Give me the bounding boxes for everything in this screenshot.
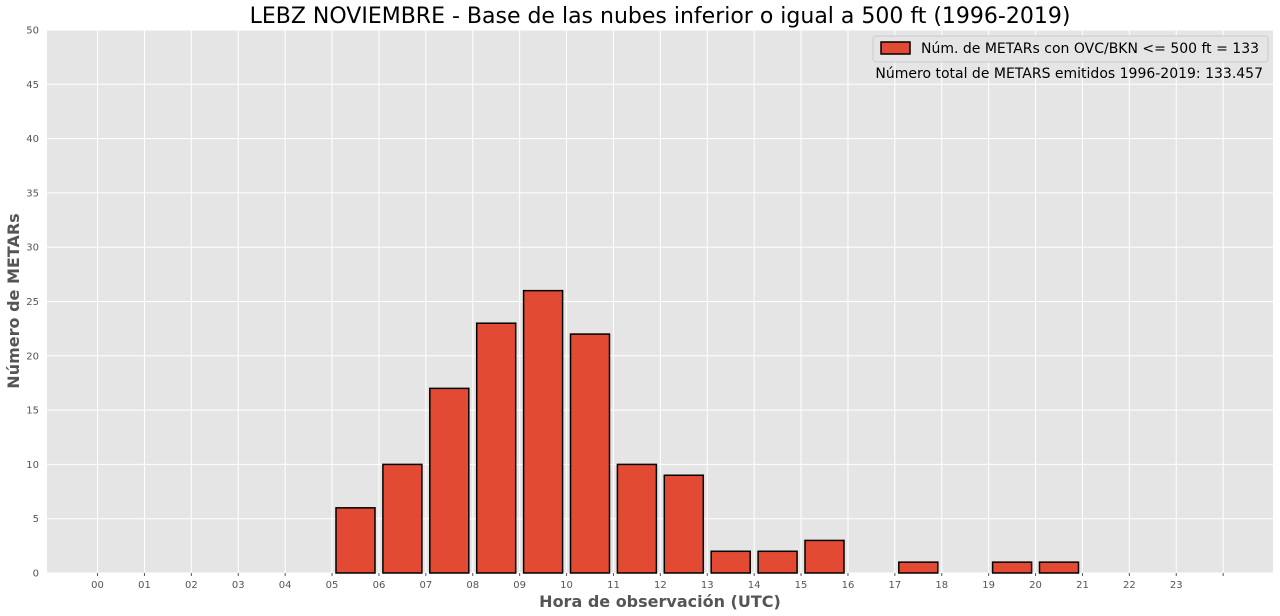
y-tick-label: 15 (26, 406, 39, 417)
y-axis-label: Número de METARs (4, 213, 23, 388)
x-tick-label: 10 (560, 580, 573, 591)
bar-09 (522, 289, 564, 574)
y-tick-label: 5 (33, 514, 39, 525)
x-tick-label: 04 (279, 580, 292, 591)
y-tick-label: 30 (26, 243, 39, 254)
y-tick-label: 20 (26, 351, 39, 362)
x-tick-label: 02 (185, 580, 198, 591)
y-tick-label: 10 (26, 460, 39, 471)
bar-15 (804, 539, 845, 574)
y-tick-label: 35 (26, 188, 39, 199)
chart-title: LEBZ NOVIEMBRE - Base de las nubes infer… (250, 4, 1071, 29)
x-tick-label: 17 (888, 580, 901, 591)
bar-08 (475, 322, 517, 574)
x-tick-label: 13 (701, 580, 714, 591)
legend-entry: Núm. de METARs con OVC/BKN <= 500 ft = 1… (921, 41, 1259, 57)
bar-19 (991, 561, 1033, 574)
bar-14 (757, 550, 798, 574)
y-tick-label: 40 (26, 134, 39, 145)
x-tick-label: 16 (842, 580, 855, 591)
x-tick-label: 11 (607, 580, 620, 591)
bar-07 (429, 387, 470, 574)
bar-20 (1038, 561, 1080, 574)
y-axis-ticks: 0 5 10 15 20 25 30 35 40 45 50 (26, 26, 39, 580)
legend-box (872, 35, 1269, 63)
x-tick-label: 03 (232, 580, 245, 591)
x-tick-label: 15 (795, 580, 808, 591)
bar-12 (663, 474, 705, 574)
x-axis-label: Hora de observación (UTC) (539, 592, 781, 611)
y-tick-label: 0 (33, 569, 39, 580)
bar-06 (382, 463, 423, 574)
legend-swatch (880, 41, 911, 55)
x-tick-label: 01 (138, 580, 151, 591)
x-tick-label: 22 (1123, 580, 1136, 591)
bar-05 (335, 507, 376, 574)
legend: Núm. de METARs con OVC/BKN <= 500 ft = 1… (872, 35, 1269, 63)
x-tick-label: 07 (419, 580, 432, 591)
x-tick-label: 12 (654, 580, 667, 591)
bar-13 (710, 550, 751, 574)
x-tick-label: 08 (466, 580, 479, 591)
x-axis-ticks: 00 01 02 03 04 05 06 07 08 09 10 11 12 13 14 15 16 17 18 19… (91, 580, 1182, 591)
bar-10 (569, 333, 611, 574)
x-tick-label: 20 (1029, 580, 1042, 591)
y-tick-label: 45 (26, 80, 39, 91)
x-tick-label: 09 (513, 580, 526, 591)
x-tick-label: 19 (982, 580, 995, 591)
x-tick-label: 21 (1076, 580, 1089, 591)
bars (335, 289, 1080, 574)
x-tick-label: 18 (935, 580, 948, 591)
x-tick-label: 00 (91, 580, 104, 591)
x-tick-label: 06 (373, 580, 386, 591)
total-metars-annotation: Número total de METARS emitidos 1996-201… (875, 66, 1263, 82)
y-tick-label: 50 (26, 26, 39, 37)
x-tick-label: 14 (748, 580, 761, 591)
bar-17 (898, 561, 939, 574)
grid (47, 29, 1273, 576)
y-tick-label: 25 (26, 297, 39, 308)
bar-11 (616, 463, 658, 574)
x-tick-label: 23 (1170, 580, 1183, 591)
x-tick-label: 05 (326, 580, 339, 591)
